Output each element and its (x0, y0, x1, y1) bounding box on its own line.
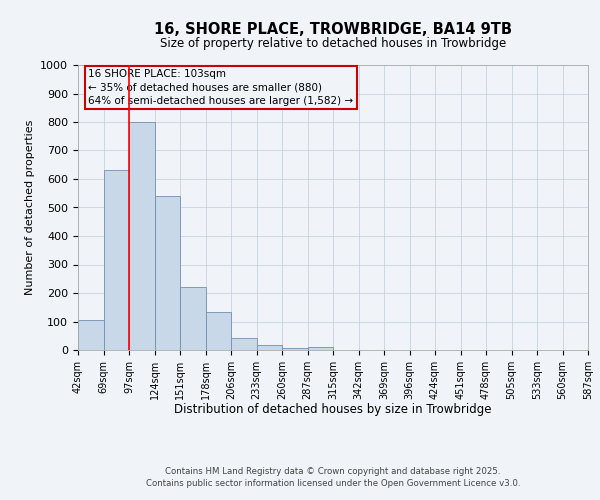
X-axis label: Distribution of detached houses by size in Trowbridge: Distribution of detached houses by size … (174, 404, 492, 416)
Text: Contains HM Land Registry data © Crown copyright and database right 2025.
Contai: Contains HM Land Registry data © Crown c… (146, 466, 520, 487)
Text: 16, SHORE PLACE, TROWBRIDGE, BA14 9TB: 16, SHORE PLACE, TROWBRIDGE, BA14 9TB (154, 22, 512, 38)
Text: 16 SHORE PLACE: 103sqm
← 35% of detached houses are smaller (880)
64% of semi-de: 16 SHORE PLACE: 103sqm ← 35% of detached… (88, 70, 353, 106)
Text: Size of property relative to detached houses in Trowbridge: Size of property relative to detached ho… (160, 38, 506, 51)
Bar (308, 347, 333, 350)
Bar (257, 345, 282, 350)
Bar (180, 288, 205, 350)
Bar (282, 348, 308, 350)
Y-axis label: Number of detached properties: Number of detached properties (25, 120, 35, 295)
Bar (129, 122, 155, 350)
Bar (205, 312, 231, 350)
Bar (155, 196, 180, 350)
Bar (231, 338, 257, 350)
Bar (78, 320, 104, 350)
Bar (104, 170, 129, 350)
